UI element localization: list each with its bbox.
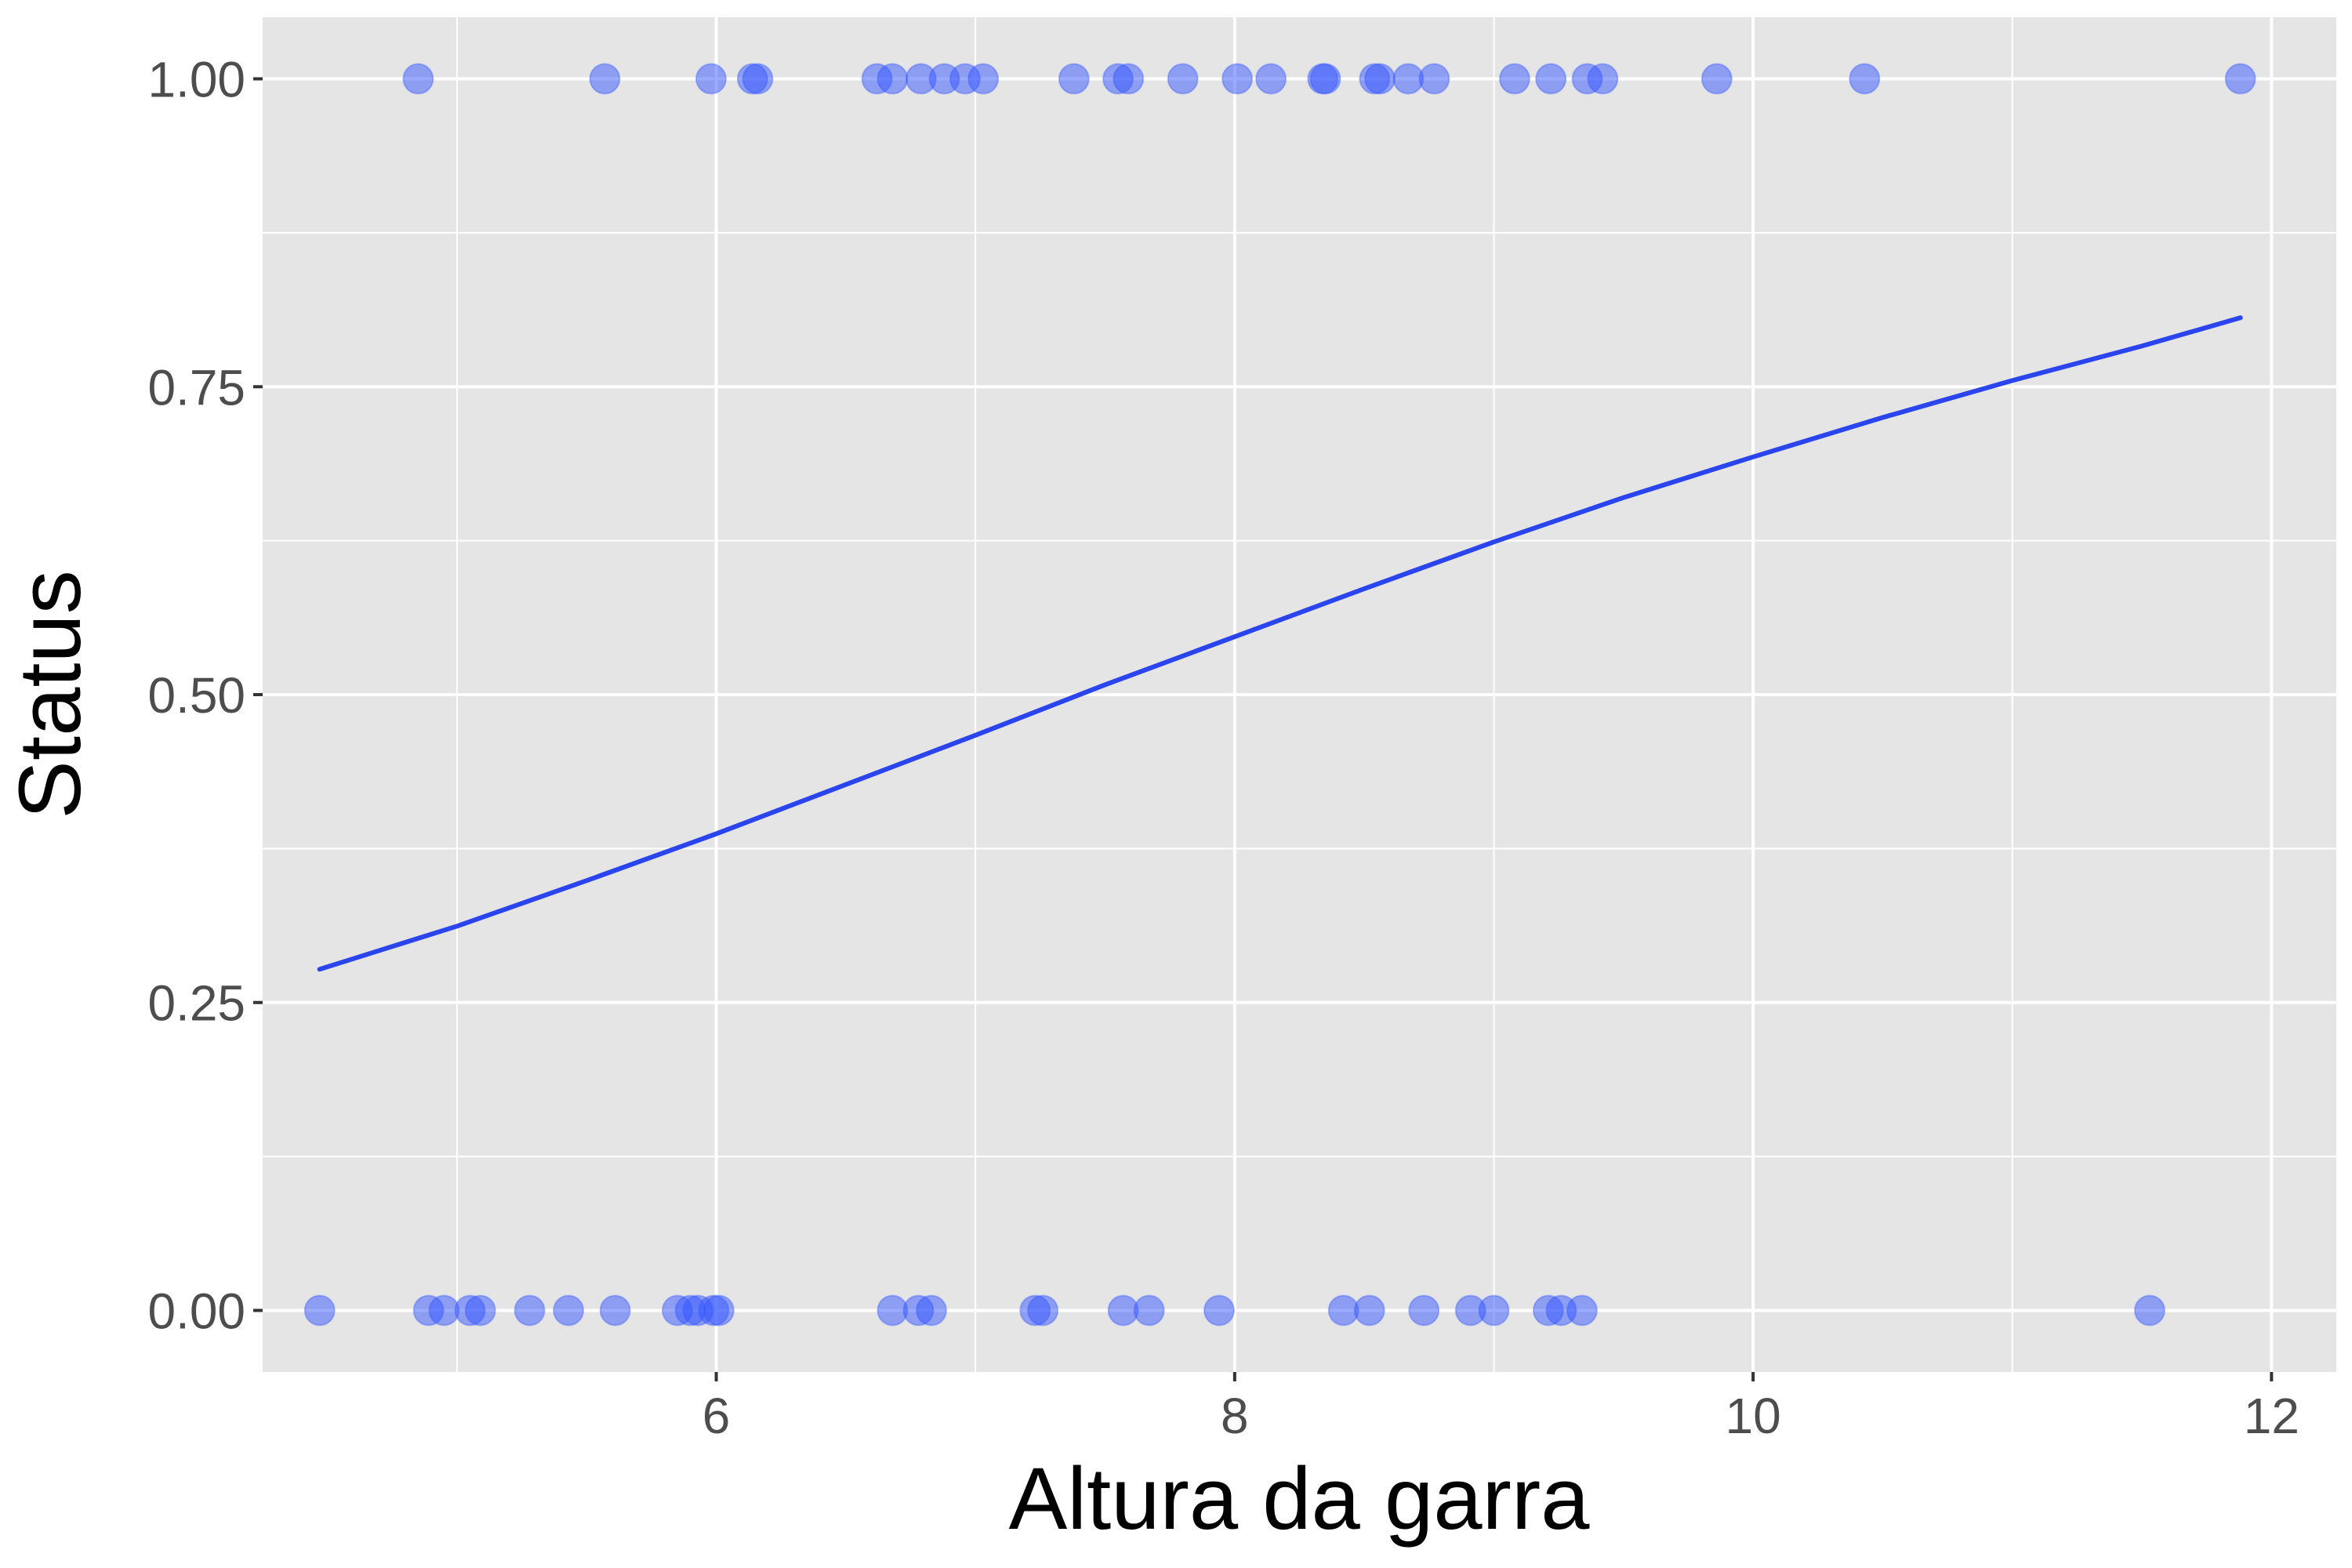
x-tick-label: 12 [2244,1388,2299,1444]
data-point [553,1294,585,1327]
data-point [589,63,621,95]
fit-line [317,315,2243,972]
y-tick-label: 0.00 [147,1283,245,1339]
x-tick-label: 6 [702,1388,731,1444]
data-point [1478,1294,1510,1327]
data-point [1309,63,1341,95]
data-point [702,1294,735,1327]
data-point [1408,1294,1440,1327]
axis-ticks [253,77,2274,1381]
x-tick-label: 8 [1221,1388,1249,1444]
data-point [1535,63,1567,95]
data-point [1255,63,1287,95]
data-point [1418,63,1450,95]
data-point [1133,1294,1165,1327]
data-point [1203,1294,1236,1327]
y-axis-title: Status [1,570,99,819]
data-point [695,63,727,95]
data-point [877,63,909,95]
data-point [916,1294,948,1327]
data-point [1363,63,1396,95]
data-point [1849,63,1881,95]
data-point [1700,63,1733,95]
x-axis-title: Altura da garra [1009,1450,1591,1548]
data-point [599,1294,631,1327]
y-tick-label: 0.50 [147,667,245,724]
data-point [1027,1294,1059,1327]
data-points [303,63,2256,1327]
data-point [1112,63,1145,95]
y-tick-label: 0.25 [147,975,245,1032]
x-tick-label: 10 [1726,1388,1781,1444]
data-point [1566,1294,1598,1327]
data-point [402,63,434,95]
y-tick-label: 0.75 [147,359,245,416]
y-tick-labels: 0.00 0.25 0.50 0.75 1.00 [147,52,245,1340]
data-point [2224,63,2256,95]
x-tick-labels: 6 8 10 12 [702,1388,2299,1444]
data-point [967,63,1000,95]
data-point [2133,1294,2165,1327]
data-point [1498,63,1530,95]
grid-major [263,17,2336,1372]
data-point [1167,63,1199,95]
data-point [1353,1294,1385,1327]
y-tick-label: 1.00 [147,52,245,108]
data-point [1221,63,1254,95]
data-point [464,1294,496,1327]
data-point [514,1294,546,1327]
data-point [1058,63,1090,95]
data-point [303,1294,336,1327]
data-point [742,63,774,95]
data-point [1587,63,1619,95]
